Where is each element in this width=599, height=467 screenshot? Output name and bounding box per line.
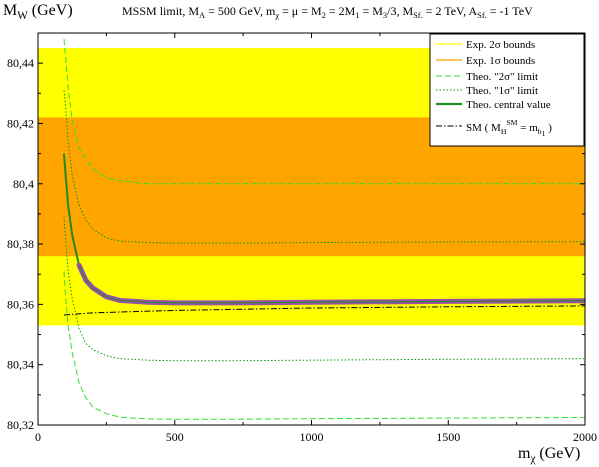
legend-label-theo2: Theo. "2σ" limit [466,71,538,83]
x-axis-title: mχ (GeV) [518,445,580,465]
legend-box [429,33,585,147]
y-axis-title: MW (GeV) [3,2,73,22]
series-sm [63,305,585,316]
y-axis-ticks: 80,32 80,34 80,36 80,38 80,4 80,42 80,44 [7,56,585,432]
legend-label-theo1: Theo. "1σ" limit [466,85,538,97]
y-tick-label: 80,42 [7,116,34,130]
y-tick-label: 80,4 [13,177,34,191]
y-tick-label: 80,34 [7,358,34,372]
chart-title: MSSM limit, MA = 500 GeV, mχ = μ = M2 = … [122,4,533,20]
y-tick-label: 80,36 [7,297,34,311]
series-theo2-lower [63,271,585,420]
x-tick-label: 1000 [300,430,324,444]
series-theo1-lower [63,216,585,362]
y-tick-label: 80,38 [7,237,34,251]
x-tick-label: 0 [35,430,41,444]
y-tick-label: 80,32 [7,418,34,432]
legend-label-sm: SM ( MHSM = mh1 ) [466,118,552,138]
x-tick-label: 1500 [436,430,460,444]
legend: Exp. 2σ bounds Exp. 1σ bounds Theo. "2σ"… [429,33,585,147]
series-theo2-upper [63,38,585,185]
legend-label-exp1: Exp. 1σ bounds [466,55,535,67]
x-tick-label: 2000 [573,430,597,444]
legend-label-exp2: Exp. 2σ bounds [466,39,535,51]
y-tick-label: 80,44 [7,56,34,70]
x-axis-ticks: 0 500 1000 1500 2000 [35,33,597,444]
x-tick-label: 500 [166,430,184,444]
theory-curves [62,38,585,420]
legend-label-central: Theo. central value [466,99,551,111]
series-central-core [78,264,585,304]
